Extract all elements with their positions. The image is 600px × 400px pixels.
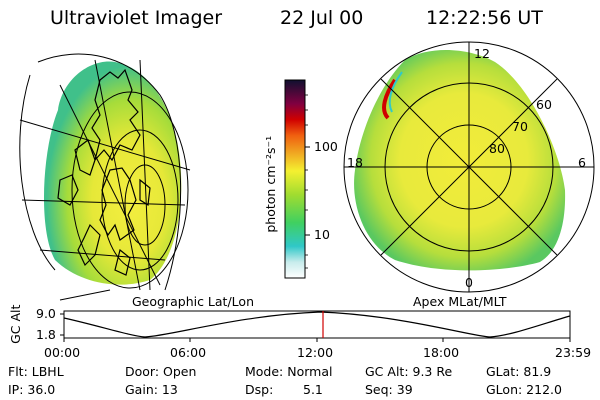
- time-label: 12:22:56 UT: [426, 7, 543, 29]
- colorbar-tick-10: 10: [314, 227, 330, 242]
- status-mode: Mode: Normal: [245, 364, 333, 379]
- mlt-label-12: 12: [474, 46, 490, 61]
- colorbar: [284, 79, 310, 279]
- status-dsp-label: Dsp:: [245, 382, 274, 397]
- polar-map: [343, 41, 595, 293]
- status-gc-alt: GC Alt: 9.3 Re: [365, 364, 453, 379]
- timeline-xtick-1800: 18:00: [423, 345, 460, 360]
- date-label: 22 Jul 00: [280, 7, 364, 29]
- status-ip: IP: 36.0: [8, 382, 56, 397]
- lat-label-80: 80: [489, 141, 505, 156]
- status-glat: GLat: 81.9: [486, 364, 552, 379]
- colorbar-tick-100: 100: [314, 139, 338, 154]
- timeline-ytick-1-8: 1.8: [36, 327, 56, 342]
- coastlines: [57, 68, 151, 276]
- right-panel-caption: Apex MLat/MLT: [413, 294, 507, 309]
- status-glon: GLon: 212.0: [486, 382, 562, 397]
- timeline-xtick-1200: 12:00: [297, 345, 334, 360]
- left-panel-caption: Geographic Lat/Lon: [132, 294, 254, 309]
- polar-grid: [343, 41, 595, 293]
- orbit-timeline: [60, 310, 571, 342]
- status-dsp-value: 5.1: [303, 382, 323, 397]
- colorbar-scale: [284, 79, 306, 279]
- geographic-map: [19, 53, 191, 301]
- timeline-xtick-0600: 06:00: [170, 345, 207, 360]
- colorbar-unit-label: photon cm⁻²s⁻¹: [262, 135, 278, 233]
- graticule: [19, 53, 191, 301]
- mlt-label-18: 18: [347, 155, 363, 170]
- timeline-ytick-9: 9.0: [36, 306, 56, 321]
- timeline-ylabel: GC Alt: [7, 304, 23, 344]
- mlt-label-0: 0: [465, 275, 473, 290]
- status-door: Door: Open: [125, 364, 197, 379]
- status-filter: Flt: LBHL: [8, 364, 64, 379]
- timeline-xtick-2359: 23:59: [555, 345, 592, 360]
- status-gain: Gain: 13: [125, 382, 178, 397]
- lat-label-70: 70: [512, 119, 528, 134]
- timeline-xtick-0000: 00:00: [44, 345, 81, 360]
- gc-alt-curve: [63, 311, 571, 338]
- lat-label-60: 60: [536, 97, 552, 112]
- mlt-label-6: 6: [578, 155, 586, 170]
- app-title: Ultraviolet Imager: [50, 7, 223, 29]
- status-seq: Seq: 39: [365, 382, 413, 397]
